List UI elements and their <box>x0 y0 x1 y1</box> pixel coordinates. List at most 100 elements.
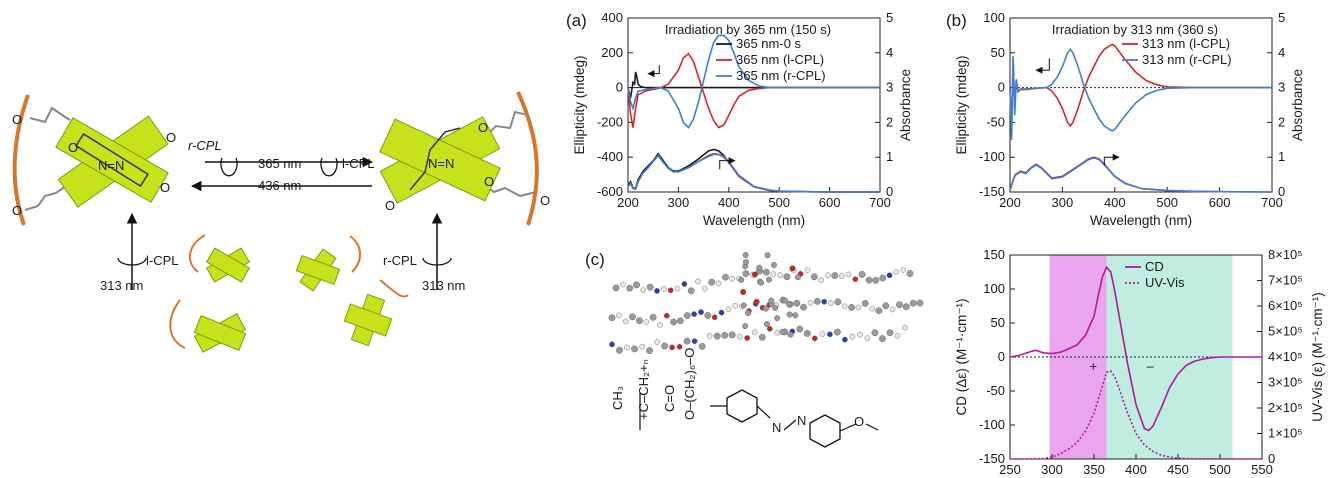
struct-backbone: +C–CH₂+ₙ <box>636 359 651 420</box>
atom <box>683 337 691 345</box>
y-tick-label: -50 <box>986 114 1005 129</box>
series-cd <box>1009 265 1262 432</box>
atom <box>777 272 783 279</box>
cd-pointer-arrow <box>1035 58 1050 74</box>
atom <box>674 285 681 292</box>
x-tick-label: 500 <box>1209 462 1231 477</box>
atom <box>768 297 775 304</box>
left-o-1: O <box>68 140 78 155</box>
y2-tick-label: 8×10⁵ <box>1268 247 1303 262</box>
y2-tick-label: 7×10⁵ <box>1268 273 1303 288</box>
atom <box>639 343 645 350</box>
y-tick-label: 0 <box>998 80 1005 95</box>
atom <box>772 304 779 311</box>
atom <box>728 331 736 339</box>
atom <box>785 301 792 308</box>
legend-label: 365 nm (r-CPL) <box>736 68 826 83</box>
atom <box>896 301 903 309</box>
y-tick-label: 400 <box>601 10 623 25</box>
wavelength-top: 365 nm <box>258 156 301 171</box>
atom <box>758 333 766 341</box>
y-axis-label: Ellipticity (mdeg) <box>954 55 969 154</box>
atom <box>818 277 824 283</box>
rotation-icon-left <box>117 257 147 266</box>
atom <box>886 272 893 279</box>
legend-label: CD <box>1145 259 1164 274</box>
right-molecule: N=N O O O O <box>379 91 550 226</box>
chemical-structure: CH₃ +C–CH₂+ₙ C=O O–(CH₂)₆–O N N O <box>610 348 879 448</box>
atom <box>827 331 833 338</box>
y-tick-label: -100 <box>979 149 1005 164</box>
atom <box>906 270 914 277</box>
benzene-ring-1 <box>726 389 758 423</box>
small-molecule-1 <box>189 234 251 283</box>
y-tick-label: 100 <box>983 281 1005 296</box>
atom <box>616 312 622 319</box>
methoxy-o: O <box>854 414 864 429</box>
left-o-4: O <box>12 112 22 127</box>
atom <box>800 303 807 311</box>
y2-tick-label: 1×10⁵ <box>1268 426 1303 441</box>
y2-tick-label: 3×10⁵ <box>1268 375 1303 390</box>
chart-title: Irradiation by 365 nm (150 s) <box>665 22 831 37</box>
atom <box>841 303 848 310</box>
atom <box>831 272 839 279</box>
atom <box>902 303 910 311</box>
atom <box>711 314 718 321</box>
x-tick-label: 700 <box>1261 195 1283 210</box>
atom <box>782 297 789 304</box>
x-tick-label: 600 <box>819 195 841 210</box>
panel-label: (b) <box>946 11 967 30</box>
atom <box>825 272 831 279</box>
y-tick-label: 100 <box>983 10 1005 25</box>
y-tick-label: 50 <box>991 315 1005 330</box>
azo-n1: N <box>772 420 781 435</box>
right-o-4: O <box>540 193 550 208</box>
x-tick-label: 500 <box>768 195 790 210</box>
atom <box>736 333 743 340</box>
atom <box>872 276 880 284</box>
band-label-1: – <box>1147 359 1155 374</box>
rotation-icon-top-left <box>220 157 238 177</box>
y2-tick-label: 5 <box>1278 10 1285 25</box>
x-tick-label: 600 <box>1209 195 1231 210</box>
schematic: N=N O O O O O N=N O O O O <box>12 91 550 353</box>
atom <box>633 281 640 289</box>
molecular-model <box>608 251 924 354</box>
y-tick-label: -400 <box>597 149 623 164</box>
atom <box>838 273 845 279</box>
atom <box>706 333 713 339</box>
struct-spacer: O–(CH₂)₆–O <box>682 348 697 420</box>
left-azo-glyph: N=N <box>98 158 124 173</box>
y2-tick-label: 0 <box>1278 184 1285 199</box>
atom <box>770 271 777 277</box>
y2-tick-label: 5×10⁵ <box>1268 324 1303 339</box>
x-tick-label: 200 <box>617 195 639 210</box>
atom <box>861 299 869 307</box>
left-cpl-label: l-CPL <box>146 253 179 268</box>
y2-tick-label: 4 <box>1278 45 1285 60</box>
azo-n2: N <box>797 413 806 428</box>
atom <box>834 298 842 306</box>
atom <box>646 283 654 291</box>
atom <box>708 278 716 286</box>
x-axis-label: Wavelength (nm) <box>1090 213 1192 228</box>
atom <box>649 313 657 321</box>
y2-axis-label: Absorbance <box>898 69 913 141</box>
y2-axis-label: UV-Vis (ε) (M⁻¹·cm⁻¹) <box>1310 292 1325 422</box>
atom <box>762 305 769 312</box>
atom <box>812 335 818 342</box>
atom <box>742 251 749 258</box>
y-axis-label: CD (Δε) (M⁻¹·cm⁻¹) <box>954 299 969 416</box>
abs-pointer-arrow <box>1103 153 1120 166</box>
atom <box>609 341 615 348</box>
y-tick-label: -150 <box>979 451 1005 466</box>
atom <box>857 331 863 338</box>
right-cpl-label: r-CPL <box>383 253 417 268</box>
atom <box>640 287 647 294</box>
rcpl-top-label: r-CPL <box>188 138 222 153</box>
atom <box>740 289 747 296</box>
left-chain-1 <box>12 94 30 226</box>
y2-tick-label: 2 <box>886 114 893 129</box>
